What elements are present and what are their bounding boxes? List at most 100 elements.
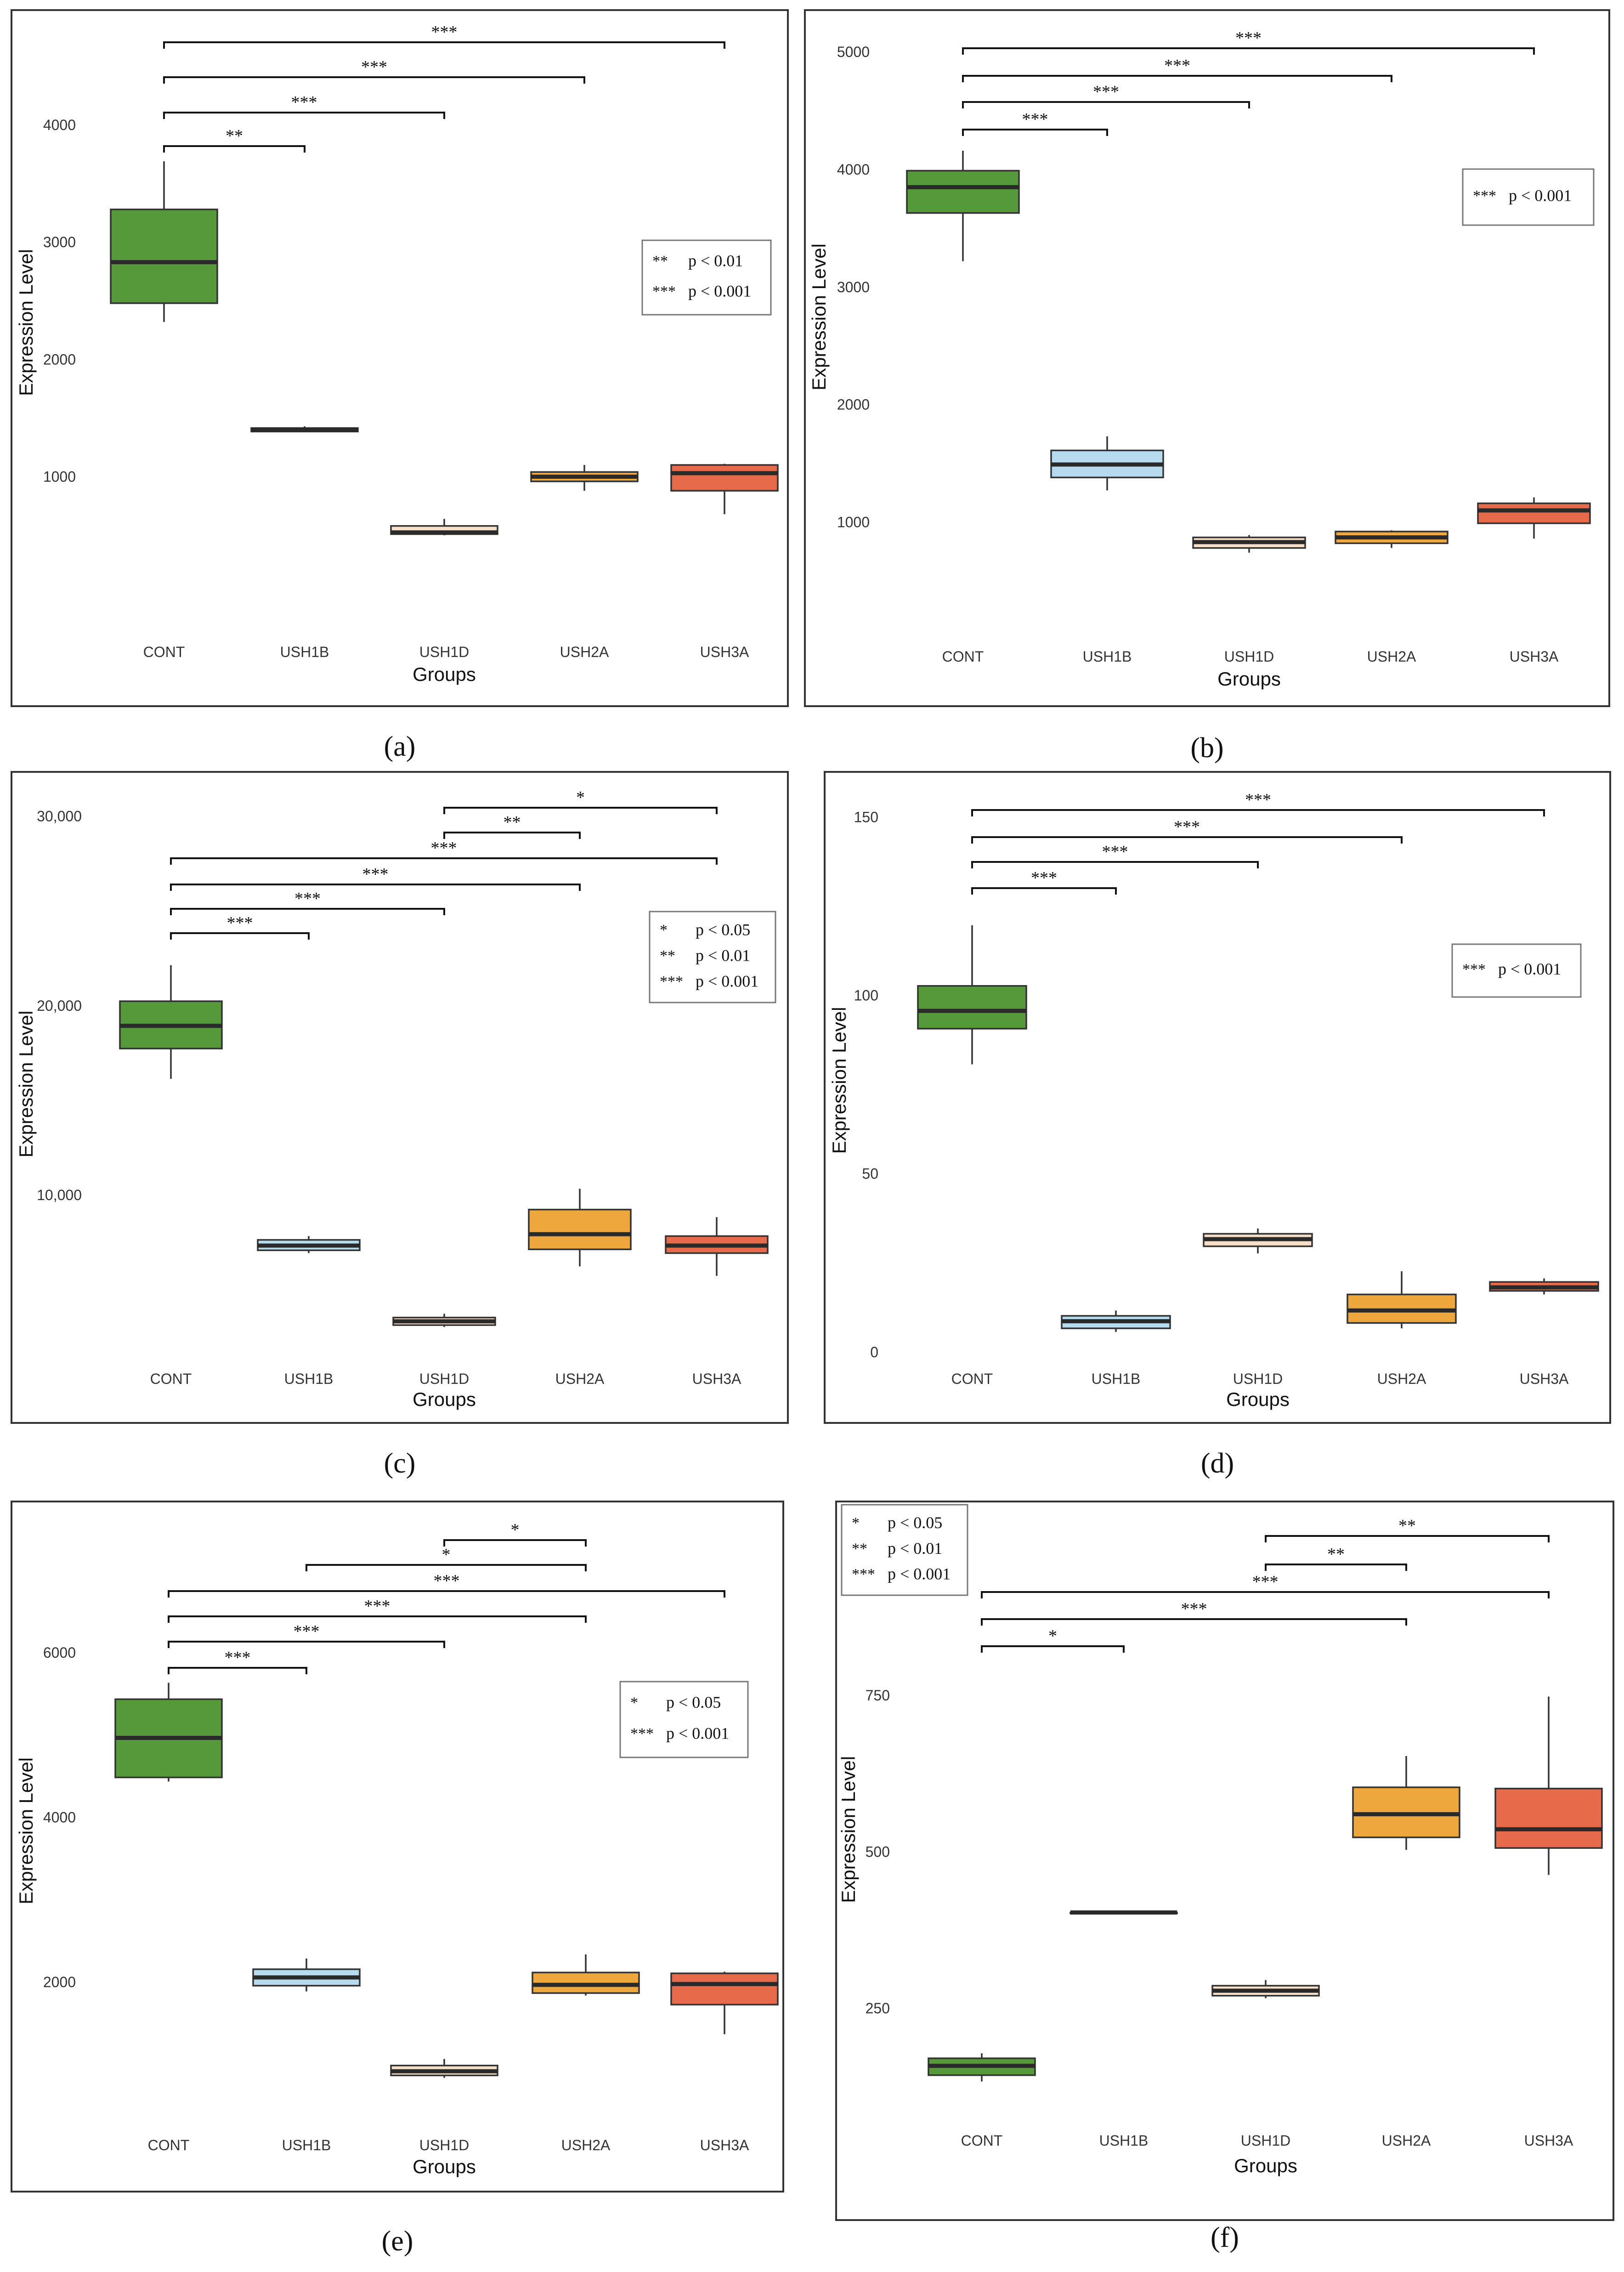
panel-a-frame <box>11 9 789 707</box>
panel-caption: (f) <box>1211 2222 1239 2253</box>
y-tick-label: 4000 <box>837 161 870 178</box>
bracket-line <box>962 47 1535 55</box>
bracket-line <box>1265 1535 1550 1542</box>
box-ush1d <box>1203 1228 1313 1254</box>
significance-label: *** <box>294 1622 320 1641</box>
x-tick-label: USH2A <box>555 1371 605 1387</box>
legend-text: p < 0.001 <box>1498 960 1561 978</box>
x-tick-label: CONT <box>942 648 984 665</box>
box-cont <box>917 925 1027 1065</box>
significance-bracket: ** <box>163 126 306 153</box>
bracket-line <box>168 1615 587 1623</box>
x-tick-label: USH3A <box>692 1371 741 1387</box>
box-ush3a <box>1477 497 1591 539</box>
panel-caption: (e) <box>382 2226 413 2257</box>
x-tick-label: USH1B <box>1099 2132 1149 2149</box>
box-ush3a <box>670 464 779 515</box>
box-ush2a <box>1347 1271 1457 1329</box>
bracket-line <box>981 1618 1407 1626</box>
legend-stars: *** <box>652 283 676 300</box>
legend-text: p < 0.01 <box>696 946 750 964</box>
significance-label: *** <box>227 913 253 933</box>
bracket-line <box>1265 1564 1407 1571</box>
y-axis-title: Expression Level <box>837 1756 859 1903</box>
significance-bracket: *** <box>981 1572 1550 1598</box>
box-ush2a <box>528 1189 632 1267</box>
box-ush1b <box>252 1958 361 1992</box>
y-tick-label: 6000 <box>43 1644 76 1661</box>
legend-text: p < 0.05 <box>696 920 750 939</box>
y-tick-label: 2000 <box>43 1974 76 1990</box>
iqr-box <box>670 464 779 492</box>
legend-box <box>1462 168 1595 226</box>
significance-label: *** <box>361 57 387 77</box>
x-tick-label: CONT <box>961 2132 1003 2149</box>
significance-bracket: * <box>443 788 718 814</box>
bracket-line <box>168 1641 445 1648</box>
bracket-line <box>163 145 306 153</box>
y-tick-label: 5000 <box>837 44 870 60</box>
bracket-line <box>443 1539 587 1547</box>
x-tick-label: USH1D <box>1241 2132 1290 2149</box>
x-tick-label: CONT <box>143 644 185 660</box>
y-tick-label: 0 <box>870 1344 878 1360</box>
x-axis-title: Groups <box>1234 2155 1297 2176</box>
significance-bracket: *** <box>170 889 445 915</box>
significance-label: *** <box>294 889 321 908</box>
x-tick-label: USH2A <box>561 2137 611 2153</box>
legend-stars: ** <box>852 1540 867 1557</box>
iqr-box <box>670 1972 779 2006</box>
panel-b: 1000 2000 3000 4000 5000 Expression Level Grou… <box>804 9 1610 764</box>
bracket-line <box>971 887 1117 895</box>
x-tick-label: USH1D <box>419 644 469 660</box>
box-cont <box>114 1683 223 1782</box>
x-tick-label: USH1B <box>1083 648 1132 665</box>
bracket-line <box>170 857 718 865</box>
y-axis-title: Expression Level <box>808 244 830 391</box>
bracket-line <box>163 76 585 84</box>
bracket-line <box>170 884 581 891</box>
iqr-box <box>1494 1788 1603 1849</box>
significance-bracket: *** <box>962 56 1392 82</box>
significance-label: ** <box>226 126 243 146</box>
panel-f-frame <box>835 1501 1614 2221</box>
x-axis-title: Groups <box>413 663 476 685</box>
y-tick-label: 3000 <box>43 234 76 250</box>
bracket-line <box>443 807 718 814</box>
bracket-line <box>170 908 445 915</box>
box-ush1d <box>390 2059 498 2078</box>
legend-text: p < 0.01 <box>888 1539 942 1558</box>
x-tick-label: USH1B <box>1092 1371 1141 1387</box>
significance-label: *** <box>291 93 317 112</box>
legend-stars: *** <box>852 1566 875 1583</box>
legend-text: p < 0.05 <box>666 1693 721 1711</box>
significance-label: *** <box>1181 1599 1207 1619</box>
bracket-line <box>962 101 1250 108</box>
panel-b-frame <box>804 9 1610 707</box>
significance-label: *** <box>1174 817 1200 837</box>
significance-bracket: *** <box>981 1599 1407 1626</box>
box-ush3a <box>1489 1278 1599 1295</box>
significance-label: *** <box>431 23 458 42</box>
significance-bracket: *** <box>168 1597 587 1623</box>
panel-d-frame <box>824 771 1611 1424</box>
significance-label: * <box>1048 1626 1057 1646</box>
significance-label: ** <box>1398 1516 1416 1535</box>
significance-bracket: *** <box>170 865 581 891</box>
legend-stars: ** <box>652 253 668 270</box>
y-axis-title: Expression Level <box>828 1007 850 1154</box>
y-tick-label: 30,000 <box>37 808 82 825</box>
x-axis-title: Groups <box>1217 668 1281 690</box>
bracket-line <box>170 932 310 940</box>
x-tick-label: USH3A <box>1524 2132 1573 2149</box>
significance-bracket: * <box>443 1520 587 1547</box>
y-tick-label: 500 <box>866 1844 890 1860</box>
significance-bracket: *** <box>971 842 1259 868</box>
x-tick-label: USH2A <box>1367 648 1416 665</box>
y-axis-title: Expression Level <box>15 1757 37 1904</box>
bracket-line <box>971 861 1259 868</box>
significance-label: *** <box>364 1597 390 1616</box>
significance-label: *** <box>225 1648 251 1667</box>
x-tick-label: USH1D <box>419 1371 469 1387</box>
legend: ** p < 0.01 *** p < 0.001 <box>641 239 772 316</box>
